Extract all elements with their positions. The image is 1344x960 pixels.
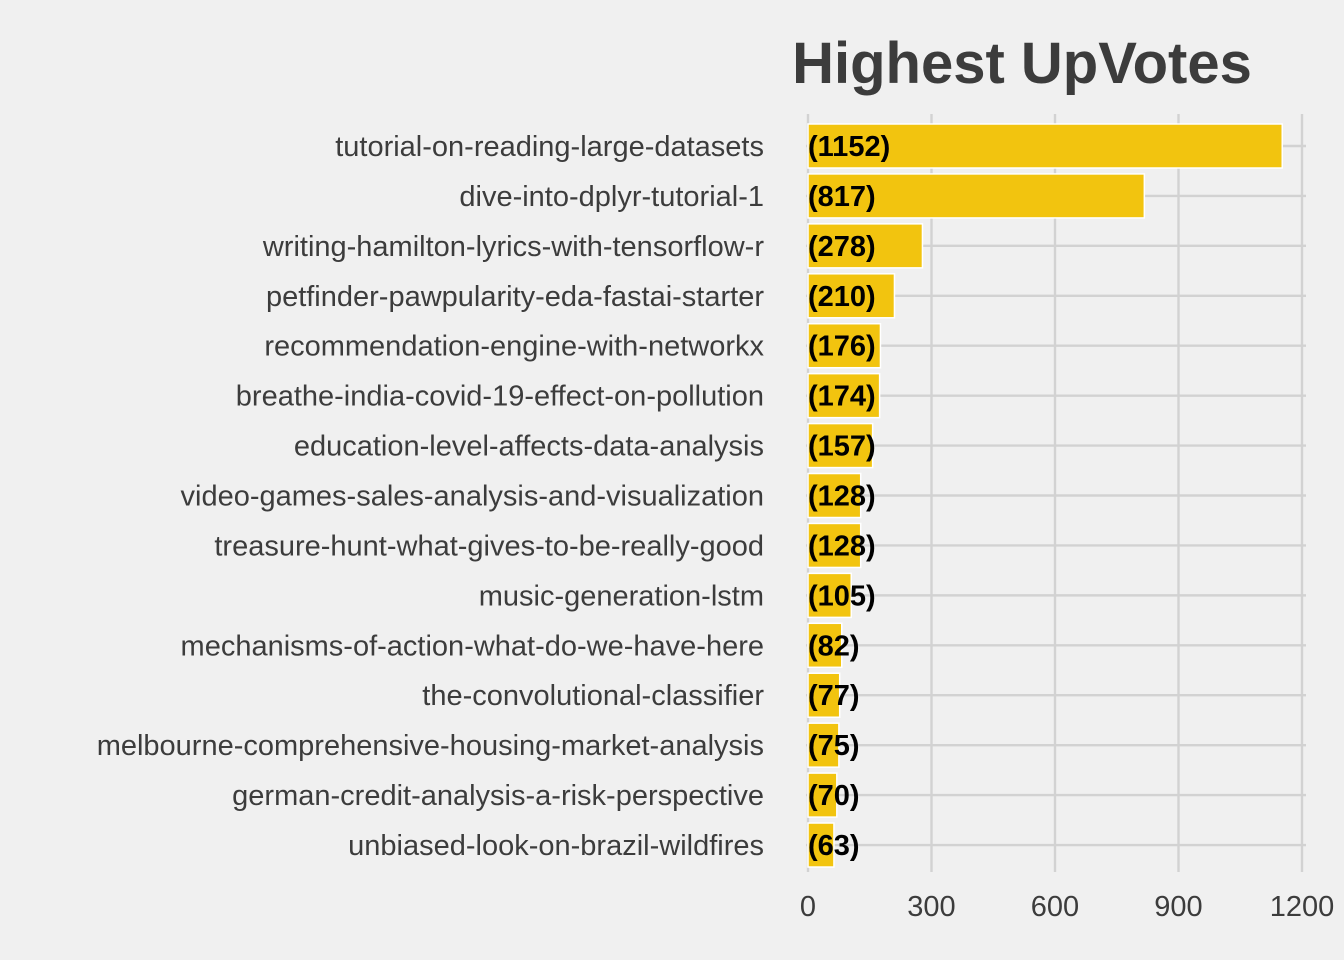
bar-9 <box>807 572 852 619</box>
value-label-8: (128) <box>808 530 876 562</box>
value-label-12: (75) <box>808 730 860 762</box>
bar-2 <box>807 223 924 269</box>
bar-3 <box>807 273 896 319</box>
category-label-8: treasure-hunt-what-gives-to-be-really-go… <box>214 530 764 562</box>
value-label-5: (174) <box>808 381 876 413</box>
value-label-2: (278) <box>808 231 876 263</box>
bar-4 <box>807 322 882 369</box>
category-label-9: music-generation-lstm <box>479 580 764 612</box>
x-tick-label-2: 600 <box>1031 891 1079 923</box>
category-label-13: german-credit-analysis-a-risk-perspectiv… <box>232 780 764 812</box>
bar-12 <box>807 722 840 768</box>
category-label-11: the-convolutional-classifier <box>422 680 764 712</box>
bar-10 <box>807 622 843 669</box>
value-labels: (1152) (817) (278) (210) (176) (174) (157) (128… <box>808 131 890 862</box>
bar-1 <box>807 173 1146 219</box>
value-label-6: (157) <box>808 431 876 463</box>
bar-11 <box>807 672 841 718</box>
category-label-1: dive-into-dplyr-tutorial-1 <box>459 181 764 213</box>
bar-6 <box>807 422 874 469</box>
bar-0 <box>807 123 1283 169</box>
bar-5 <box>807 372 881 419</box>
value-label-11: (77) <box>808 680 860 712</box>
bar-13 <box>807 772 838 818</box>
x-tick-label-3: 900 <box>1154 891 1202 923</box>
category-label-12: melbourne-comprehensive-housing-market-a… <box>97 730 764 762</box>
value-label-3: (210) <box>808 281 876 313</box>
value-label-1: (817) <box>808 181 876 213</box>
x-tick-label-0: 0 <box>800 891 816 923</box>
category-label-3: petfinder-pawpularity-eda-fastai-starter <box>266 281 764 313</box>
value-label-10: (82) <box>808 630 860 662</box>
value-label-9: (105) <box>808 580 876 612</box>
category-labels: tutorial-on-reading-large-datasets dive-i… <box>97 131 765 862</box>
bar-14 <box>807 822 835 868</box>
category-label-10: mechanisms-of-action-what-do-we-have-her… <box>181 630 764 662</box>
bars <box>807 123 1283 868</box>
x-axis-tick-labels: 0 300 600 900 1200 <box>800 891 1334 923</box>
value-label-0: (1152) <box>808 131 890 163</box>
category-label-4: recommendation-engine-with-networkx <box>264 331 764 363</box>
category-label-6: education-level-affects-data-analysis <box>294 431 764 463</box>
value-label-13: (70) <box>808 780 860 812</box>
category-label-0: tutorial-on-reading-large-datasets <box>335 131 764 163</box>
category-label-14: unbiased-look-on-brazil-wildfires <box>348 830 764 862</box>
category-label-5: breathe-india-covid-19-effect-on-polluti… <box>236 381 764 413</box>
value-label-4: (176) <box>808 331 876 363</box>
bar-8 <box>807 522 862 569</box>
value-label-14: (63) <box>808 830 860 862</box>
x-tick-label-1: 300 <box>907 891 955 923</box>
x-tick-label-4: 1200 <box>1270 891 1335 923</box>
value-label-7: (128) <box>808 481 876 513</box>
category-label-7: video-games-sales-analysis-and-visualiza… <box>181 481 764 513</box>
chart-title: Highest UpVotes <box>792 31 1252 96</box>
bar-7 <box>807 472 862 519</box>
category-label-2: writing-hamilton-lyrics-with-tensorflow-… <box>262 231 764 263</box>
